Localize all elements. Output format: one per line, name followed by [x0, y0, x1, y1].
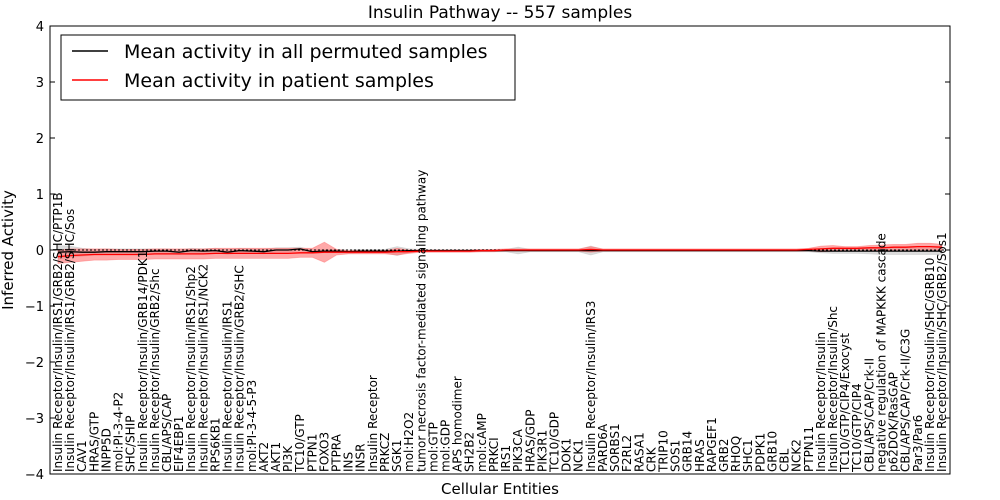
category-label: CBL/APS/CAP/Crk-II [862, 358, 876, 472]
category-label: Insulin Receptor/Insulin/SHC/GRB2/Sos1 [935, 232, 949, 472]
legend-label-patient: Mean activity in patient samples [124, 70, 434, 92]
y-tick-label: 4 [36, 20, 44, 35]
category-label: CRK [644, 446, 658, 472]
legend: Mean activity in all permuted samples Me… [60, 34, 516, 101]
category-label: Insulin Receptor/Insulin/GRB2/Shc [148, 268, 162, 472]
category-label: RPS6KB1 [208, 417, 222, 472]
category-label: Par3/Par6 [911, 415, 925, 472]
legend-label-permuted: Mean activity in all permuted samples [124, 41, 487, 63]
series-line-patient [57, 245, 943, 258]
category-label: IRS1 [499, 445, 513, 472]
category-label: Insulin Receptor/Insulin/GRB14/PDK1 [136, 251, 150, 472]
category-label: PARD6A [596, 423, 610, 472]
category-label: F2RL2 [620, 435, 634, 472]
y-tick-label: 1 [36, 188, 44, 203]
category-label: GRB2 [717, 438, 731, 472]
category-label: HRAS [693, 439, 707, 472]
category-label: DOK1 [560, 438, 574, 472]
y-tick-label: 0 [36, 244, 44, 259]
category-label: EIF4EBP1 [172, 416, 186, 472]
category-label: negative regulation of MAPKKK cascade [875, 233, 889, 472]
y-tick-label: −1 [25, 300, 44, 315]
category-label: Insulin Receptor/Insulin/IRS1/GRB2/SHC/P… [51, 192, 65, 472]
category-label: PTPRA [330, 433, 344, 472]
category-label: Insulin Receptor/Insulin/Shc [826, 306, 840, 472]
chart-title: Insulin Pathway -- 557 samples [368, 3, 633, 23]
category-label: HRAS/GTP [87, 412, 101, 472]
category-label: INSR [354, 444, 368, 472]
category-label: PI3K [281, 445, 295, 472]
category-label: Insulin Receptor/Insulin/SHC/GRB10 [923, 258, 937, 472]
category-label: Insulin Receptor/Insulin/IRS1/Shp2 [184, 266, 198, 472]
y-axis-label: Inferred Activity [0, 190, 17, 310]
y-tick-label: −2 [25, 356, 44, 371]
category-label: mol:GDP [439, 420, 453, 472]
category-label: RHOQ [729, 436, 743, 472]
category-label: Insulin Receptor/Insulin [814, 332, 828, 472]
series-lines [57, 245, 943, 258]
category-label: SGK1 [390, 440, 404, 472]
category-label: PIK3CA [511, 428, 525, 472]
category-label: PTPN11 [802, 426, 816, 472]
category-label: Insulin Receptor/Insulin/IRS1/NCK2 [196, 264, 210, 472]
category-label: RAPGEF1 [705, 417, 719, 472]
category-label: TRIP10 [657, 430, 671, 473]
category-label: mol:H2O2 [402, 412, 416, 472]
category-label: AKT2 [257, 442, 271, 472]
category-label: TC10/GTP/CIP4 [850, 383, 864, 473]
category-label: AKT1 [269, 442, 283, 472]
category-label: SHC/SHIP [124, 416, 138, 472]
category-label: NCK2 [790, 439, 804, 472]
category-label: mol:GTP [426, 422, 440, 472]
y-tick-label: 3 [36, 76, 44, 91]
category-label: PDPK1 [753, 433, 767, 472]
category-label: SH2B2 [463, 432, 477, 472]
category-label: mol:cAMP [475, 413, 489, 472]
y-axis-ticks: −4 −3 −2 −1 0 1 2 3 4 [25, 20, 950, 483]
category-label: INS [342, 452, 356, 472]
category-label: PIK3R1 [535, 430, 549, 472]
category-label: Insulin Receptor [366, 375, 380, 472]
category-label: APS homodimer [451, 376, 465, 472]
legend-box [60, 34, 516, 101]
category-label: SHC1 [741, 439, 755, 472]
category-label: p62DOK/RasGAP [887, 372, 901, 472]
plot-frame [49, 25, 951, 475]
category-label: mol:PI-3-4-5-P3 [245, 380, 259, 472]
y-tick-label: −4 [25, 468, 44, 483]
category-label: GRB10 [766, 431, 780, 472]
category-label: CBL [778, 448, 792, 472]
category-label: PRKCI [487, 437, 501, 472]
category-label: CAV1 [75, 440, 89, 472]
category-label: INPP5D [99, 428, 113, 472]
category-label: TC10/GTP [293, 414, 307, 473]
category-label: TC10/GTP/CIP4/Exocyst [838, 333, 852, 473]
category-label: SORBS1 [608, 423, 622, 472]
category-label: Insulin Receptor/Insulin/IRS1 [221, 301, 235, 472]
category-label: RASA1 [632, 432, 646, 472]
category-label: tumor necrosis factor-mediated signaling… [414, 170, 428, 472]
category-label: CBL/APS/CAP [160, 394, 174, 472]
x-axis-label: Cellular Entities [441, 480, 559, 498]
y-tick-label: 2 [36, 132, 44, 147]
category-labels: Insulin Receptor/Insulin/IRS1/GRB2/SHC/P… [51, 170, 949, 473]
category-label: PRKCZ [378, 433, 392, 472]
category-label: mol:PI-3-4-P2 [112, 392, 126, 472]
category-label: GRB14 [681, 431, 695, 472]
category-label: SOS1 [669, 440, 683, 472]
category-label: PTPN1 [305, 434, 319, 472]
category-label: Insulin Receptor/Insulin/GRB2/SHC [233, 265, 247, 472]
category-label: CBL/APS/CAP/Crk-II/C3G [899, 329, 913, 472]
category-label: HRAS/GDP [523, 409, 537, 472]
category-label: TC10/GDP [548, 412, 562, 473]
category-label: NCK1 [572, 439, 586, 472]
category-label: Insulin Receptor/Insulin/IRS3 [584, 301, 598, 472]
category-label: Insulin Receptor/Insulin/IRS1/GRB2/SHC/S… [63, 209, 77, 472]
category-label: FOXO3 [317, 432, 331, 472]
y-tick-label: −3 [25, 412, 44, 427]
